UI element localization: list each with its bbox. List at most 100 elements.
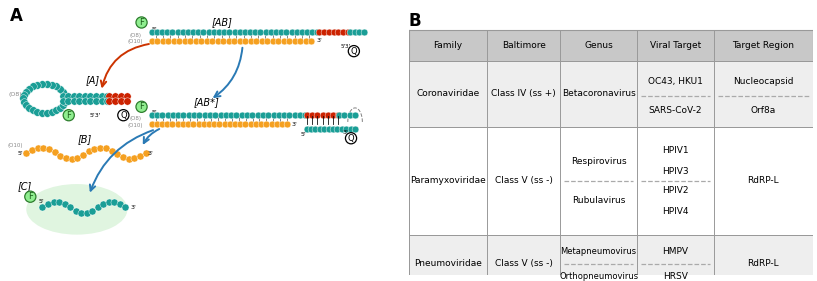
Point [337,30,350,35]
Point [139,151,152,155]
Point [261,38,274,43]
Point [260,122,273,126]
Point [172,122,185,126]
Point [203,113,217,117]
Text: 3': 3' [343,130,349,135]
Point [198,113,211,117]
Point [167,113,180,117]
Point [109,99,122,103]
Point [109,94,122,98]
Point [105,148,118,153]
Point [133,154,146,158]
Point [217,30,230,35]
Point [48,150,61,155]
Point [259,30,272,35]
Point [223,122,236,126]
Text: Baltimore: Baltimore [502,41,546,50]
Text: Class V (ss -): Class V (ss -) [495,259,552,268]
Point [255,38,268,43]
Point [108,200,121,204]
Point [335,126,348,131]
Text: OC43, HKU1: OC43, HKU1 [648,77,703,86]
Text: Nucleocapsid: Nucleocapsid [733,77,793,86]
Point [283,38,296,43]
Point [296,30,309,35]
Point [17,99,30,104]
Point [266,38,279,43]
Text: Metapneumovirus: Metapneumovirus [560,247,636,256]
Point [95,99,108,103]
Bar [408,127,813,235]
Point [177,113,190,117]
Point [234,122,247,126]
Point [212,38,225,43]
Point [86,209,99,213]
Point [172,113,185,117]
Point [41,111,54,115]
Point [161,113,174,117]
Point [155,30,168,35]
Point [313,126,326,131]
Text: (O10): (O10) [127,123,143,128]
Point [182,113,195,117]
Text: Orthopneumovirus: Orthopneumovirus [559,272,638,281]
Point [254,30,267,35]
Text: Q: Q [120,111,127,120]
Point [299,38,312,43]
Point [114,94,127,98]
Point [155,122,168,126]
Point [102,200,115,204]
Point [156,113,169,117]
Point [167,38,181,43]
Point [264,30,277,35]
Point [331,113,344,117]
Point [306,113,319,117]
Point [17,96,30,101]
Point [331,126,344,131]
Point [145,122,158,126]
Point [257,113,270,117]
Point [65,157,78,161]
Point [203,122,216,126]
Point [343,113,356,117]
Text: 5': 5' [152,110,158,115]
Point [17,93,30,97]
Text: F: F [139,18,144,27]
Point [197,30,210,35]
Point [52,200,65,204]
Point [100,94,114,98]
Point [272,38,285,43]
Point [239,30,252,35]
Text: Viral Target: Viral Target [650,41,701,50]
Point [234,38,247,43]
Point [26,84,39,89]
Point [208,122,221,126]
Point [56,103,69,107]
Point [56,94,69,98]
Text: 3': 3' [148,151,154,156]
Point [186,30,199,35]
Text: [A]: [A] [86,75,100,85]
Point [90,99,103,103]
Point [219,113,232,117]
Bar [408,30,813,61]
Text: 3': 3' [316,38,322,43]
Point [285,30,298,35]
Text: (O8): (O8) [8,92,22,97]
Point [301,113,314,117]
Point [188,113,201,117]
Point [166,30,179,35]
Point [103,94,116,98]
Point [100,146,113,151]
Point [270,122,283,126]
Point [340,126,353,131]
Point [56,99,69,103]
Text: Class IV (ss +): Class IV (ss +) [491,89,556,98]
Point [309,126,322,131]
Text: B: B [408,12,421,30]
Point [322,126,335,131]
Point [192,122,205,126]
Point [161,30,174,35]
Text: Target Region: Target Region [732,41,794,50]
Text: (O10): (O10) [127,39,143,44]
